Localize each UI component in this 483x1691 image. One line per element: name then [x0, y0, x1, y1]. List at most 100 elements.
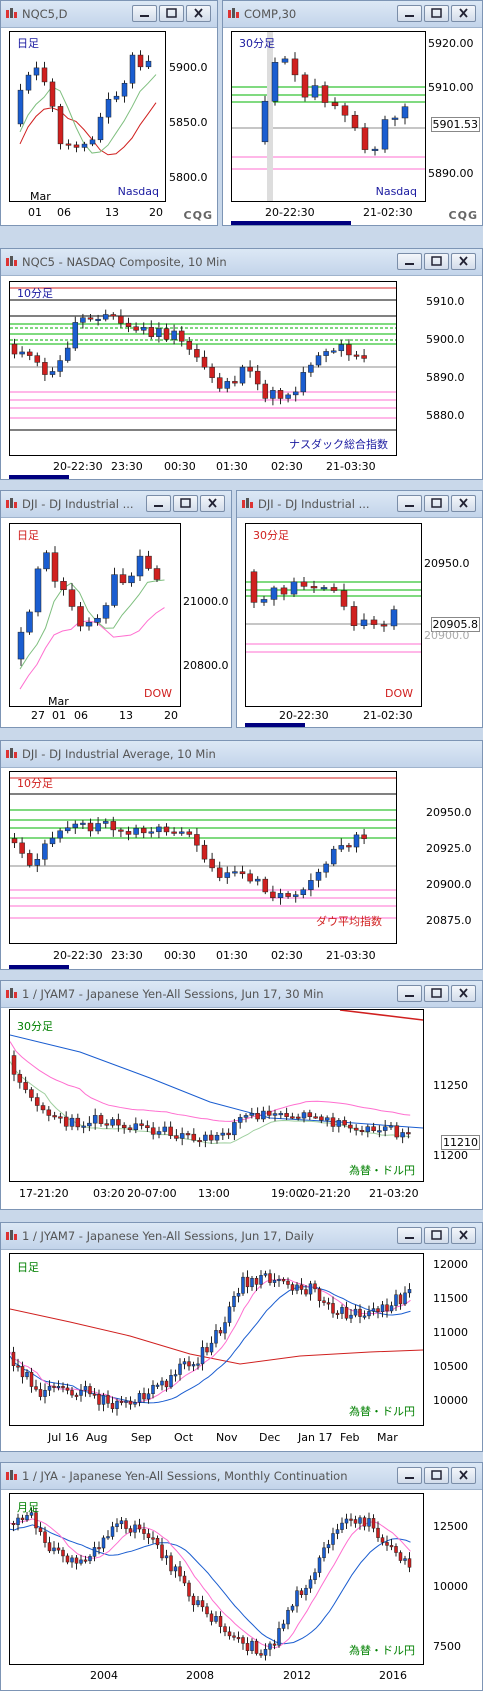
maximize-button[interactable]	[424, 1227, 449, 1244]
maximize-button[interactable]	[424, 1467, 449, 1484]
candle	[380, 1537, 385, 1543]
window-title: 1 / JYAM7 - Japanese Yen-All Sessions, J…	[22, 1229, 314, 1243]
time-scroll-bar[interactable]	[9, 965, 69, 969]
candle	[11, 1055, 17, 1075]
candle	[385, 1304, 389, 1312]
candle	[394, 1546, 398, 1553]
candle	[203, 1134, 208, 1141]
close-button[interactable]	[451, 985, 476, 1002]
maximize-button[interactable]	[424, 495, 449, 512]
chart-window-dji-10min[interactable]: DJI - DJ Industrial Average, 10 Min 10分足…	[0, 740, 483, 970]
title-bar[interactable]: NQC5,D	[1, 1, 217, 28]
chart-window-jya-30min[interactable]: 1 / JYAM7 - Japanese Yen-All Sessions, J…	[0, 980, 483, 1210]
candle	[38, 1389, 43, 1397]
chart-window-jya-monthly[interactable]: 1 / JYA - Japanese Yen-All Sessions, Mon…	[0, 1462, 483, 1691]
minimize-button[interactable]	[397, 253, 422, 270]
price-plot[interactable]: 日足 為替・ドル円	[9, 1253, 424, 1426]
candle	[110, 1403, 115, 1409]
title-bar[interactable]: 1 / JYAM7 - Japanese Yen-All Sessions, J…	[1, 1223, 482, 1250]
price-plot[interactable]: 30分足 Nasdaq	[231, 31, 426, 202]
candle	[128, 1528, 133, 1533]
title-bar[interactable]: COMP,30	[223, 1, 482, 28]
candle	[119, 1520, 124, 1525]
chart-window-comp-30[interactable]: COMP,30 30分足 Nasdaq 5920.00 5910.00 5901…	[222, 0, 483, 226]
minimize-button[interactable]	[132, 5, 157, 22]
price-plot[interactable]: 30分足 DOW	[245, 523, 422, 707]
candle	[313, 1283, 317, 1290]
close-button[interactable]	[186, 5, 211, 22]
candle	[255, 1113, 260, 1120]
chart-window-dji-30[interactable]: DJI - DJ Industrial ... 30分足 DOW 20950.0…	[236, 490, 483, 728]
price-plot[interactable]: 10分足 ナスダック総合指数	[9, 281, 397, 456]
price-plot[interactable]: 日足 DOW Mar	[9, 523, 181, 707]
minimize-button[interactable]	[397, 1467, 422, 1484]
x-tick: 23:30	[111, 460, 143, 473]
time-scroll-bar[interactable]	[231, 221, 351, 225]
minimize-button[interactable]	[146, 495, 171, 512]
close-button[interactable]	[451, 5, 476, 22]
title-bar[interactable]: DJI - DJ Industrial Average, 10 Min	[1, 741, 482, 768]
title-bar[interactable]: DJI - DJ Industrial ...	[237, 491, 482, 518]
close-button[interactable]	[451, 495, 476, 512]
candle	[341, 105, 349, 116]
candle	[268, 1273, 272, 1283]
price-plot[interactable]: 10分足 ダウ平均指数	[9, 771, 397, 944]
minimize-button[interactable]	[397, 495, 422, 512]
candle	[353, 1127, 359, 1131]
instrument-label: ダウ平均指数	[316, 915, 382, 928]
current-price-label: 5901.53	[430, 117, 480, 132]
chart-window-dji-daily[interactable]: DJI - DJ Industrial ... 日足 DOW Mar 21000…	[0, 490, 232, 728]
chart-window-icon	[242, 498, 253, 508]
maximize-button[interactable]	[159, 5, 184, 22]
chart-window-jya-daily[interactable]: 1 / JYAM7 - Japanese Yen-All Sessions, J…	[0, 1222, 483, 1452]
candle	[146, 1393, 151, 1400]
candle	[254, 370, 261, 385]
candle	[349, 1518, 353, 1521]
candle	[403, 1292, 407, 1305]
price-plot[interactable]: 30分足 為替・ドル円	[9, 1009, 424, 1182]
candle	[83, 1559, 88, 1562]
candle	[49, 81, 56, 107]
candle	[331, 1533, 335, 1545]
candle	[330, 1117, 336, 1127]
maximize-button[interactable]	[173, 495, 198, 512]
candle	[148, 831, 155, 834]
maximize-button[interactable]	[424, 253, 449, 270]
candle	[17, 631, 25, 660]
title-bar[interactable]: 1 / JYAM7 - Japanese Yen-All Sessions, J…	[1, 981, 482, 1008]
chart-window-nqc5-daily[interactable]: NQC5,D 日足 Nasdaq Mar 5900.0 5850.0 5800.…	[0, 0, 218, 226]
minimize-button[interactable]	[397, 1227, 422, 1244]
period-label: 10分足	[17, 287, 53, 300]
time-scroll-bar[interactable]	[245, 723, 305, 727]
candle	[299, 1284, 304, 1290]
title-bar[interactable]: NQC5 - NASDAQ Composite, 10 Min	[1, 249, 482, 276]
close-icon	[459, 1470, 468, 1480]
candle	[394, 1294, 398, 1306]
close-button[interactable]	[451, 253, 476, 270]
maximize-button[interactable]	[424, 985, 449, 1002]
close-button[interactable]	[451, 1467, 476, 1484]
title-bar[interactable]: 1 / JYA - Japanese Yen-All Sessions, Mon…	[1, 1463, 482, 1490]
candle	[17, 89, 24, 125]
x-tick: 20-22:30	[53, 460, 103, 473]
candle	[113, 95, 120, 100]
candle	[187, 1361, 191, 1367]
close-button[interactable]	[451, 1227, 476, 1244]
chart-window-nqc5-10min[interactable]: NQC5 - NASDAQ Composite, 10 Min 10分足 ナスダ…	[0, 248, 483, 480]
close-button[interactable]	[200, 495, 225, 512]
title-bar[interactable]: DJI - DJ Industrial ...	[1, 491, 231, 518]
maximize-button[interactable]	[424, 5, 449, 22]
y-tick: 5890.0	[426, 371, 465, 384]
candle	[74, 1394, 79, 1397]
candle	[106, 1395, 110, 1404]
minimize-button[interactable]	[397, 985, 422, 1002]
price-plot[interactable]: 月足 為替・ドル円	[9, 1493, 424, 1665]
candle	[128, 575, 135, 584]
candle	[49, 837, 56, 845]
time-scroll-bar[interactable]	[9, 475, 69, 479]
candle	[227, 1306, 232, 1323]
candle	[25, 1515, 29, 1521]
minimize-button[interactable]	[397, 5, 422, 22]
window-title: DJI - DJ Industrial ...	[258, 497, 370, 511]
price-plot[interactable]: 日足 Nasdaq Mar	[9, 31, 166, 202]
